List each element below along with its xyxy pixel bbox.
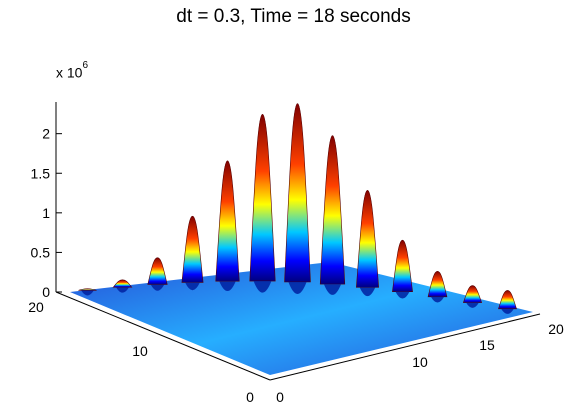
surface-trough <box>150 284 165 291</box>
x-tick-label: 20 <box>548 321 564 337</box>
axis-ticks: 0 0.5 1 1.5 2 20 10 0 0 10 15 20 <box>28 126 564 405</box>
surface-trough <box>185 282 200 291</box>
surface-ridge <box>284 103 311 283</box>
chart-title: dt = 0.3, Time = 18 seconds <box>176 6 411 27</box>
x-tick-label: 15 <box>479 337 495 353</box>
surface-ridge <box>392 239 413 292</box>
surface-trough <box>219 281 236 292</box>
y-tick-label: 10 <box>132 343 148 359</box>
surface-ridge <box>215 160 240 282</box>
z-exponent-power: 6 <box>82 60 89 71</box>
z-tick-label: 2 <box>42 126 50 142</box>
z-tick-label: 1.5 <box>31 165 51 181</box>
y-tick-label: 0 <box>246 389 254 405</box>
surface-ridge <box>498 290 517 310</box>
surface-trough <box>430 296 445 303</box>
z-axis-exponent: x 106 <box>56 60 88 81</box>
z-tick-label: 0 <box>42 284 50 300</box>
surface-ridge <box>427 271 448 298</box>
z-tick-label: 0.5 <box>31 244 51 260</box>
surface-ridge <box>249 114 276 282</box>
surface-trough <box>253 281 272 293</box>
surface-trough <box>323 284 342 295</box>
y-axis-line <box>55 291 271 381</box>
surface-ridge <box>356 189 379 288</box>
surface-trough <box>116 287 129 293</box>
y-tick-label: 20 <box>28 299 44 315</box>
base-plane <box>70 262 533 375</box>
x-tick-label: 10 <box>412 354 428 370</box>
z-tick-label: 1 <box>42 205 50 221</box>
surface-ridge <box>112 279 133 288</box>
surface-trough <box>395 291 410 299</box>
x-tick-label: 0 <box>276 389 284 405</box>
surface-ridge <box>319 135 346 285</box>
surface-trough <box>81 290 94 296</box>
surface-trough <box>501 308 514 314</box>
surface-trough <box>288 282 307 294</box>
z-exponent-label: x 10 <box>56 64 83 81</box>
surface-ridge <box>147 257 168 285</box>
surface-ridges <box>78 103 517 314</box>
surface-ridge <box>181 215 204 283</box>
surface-trough <box>359 287 376 297</box>
surface-ridge <box>78 288 97 291</box>
surface-trough <box>466 302 479 308</box>
x-axis-line <box>269 313 541 381</box>
surface-ridge <box>462 285 483 303</box>
